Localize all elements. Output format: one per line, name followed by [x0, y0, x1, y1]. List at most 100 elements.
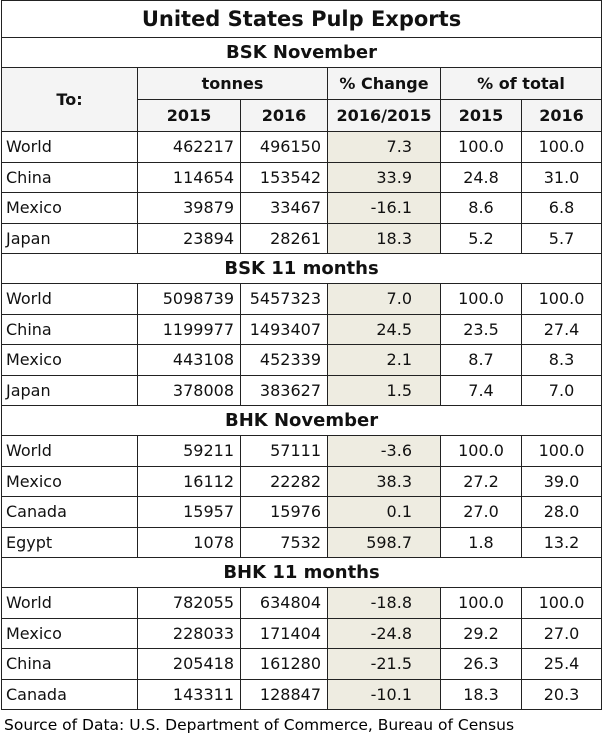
cell: 128847	[240, 678, 328, 710]
cell: 5457323	[240, 283, 328, 315]
row-row: Canada 143311 128847 -10.1 18.3 20.3	[1, 678, 602, 710]
row-row: World 5098739 5457323 7.0 100.0 100.0	[1, 283, 602, 315]
cell: 24.8	[440, 161, 522, 193]
cell: 114654	[137, 161, 241, 193]
cell: 100.0	[520, 131, 602, 163]
country: Japan	[1, 222, 138, 254]
header-year: 2015	[440, 99, 522, 132]
cell: 15976	[240, 496, 328, 528]
row-row: Mexico 443108 452339 2.1 8.7 8.3	[1, 344, 602, 376]
cell: 6.8	[520, 192, 602, 224]
cell: 27.4	[520, 313, 602, 345]
cell: 28.0	[520, 496, 602, 528]
header-pct-change: % Change	[327, 67, 441, 100]
cell: 171404	[240, 617, 328, 649]
cell: 7532	[240, 526, 328, 558]
sect-row: BHK 11 months	[0, 557, 602, 588]
cell: 5.7	[520, 222, 602, 254]
cell: 5.2	[440, 222, 522, 254]
cell: 0.1	[327, 496, 441, 528]
cell: 38.3	[327, 465, 441, 497]
country: Mexico	[1, 192, 138, 224]
cell: 153542	[240, 161, 328, 193]
cell: -10.1	[327, 678, 441, 710]
hdr-row: To: tonnes% Change% of total	[1, 67, 602, 132]
cell: 39879	[137, 192, 241, 224]
cell: 205418	[137, 648, 241, 680]
row-row: World 59211 57111 -3.6 100.0 100.0	[1, 435, 602, 467]
cell: -21.5	[327, 648, 441, 680]
cell: 8.6	[440, 192, 522, 224]
row-row: Japan 378008 383627 1.5 7.4 7.0	[1, 374, 602, 406]
header-year: 2015	[137, 99, 241, 132]
row-row: Mexico 39879 33467 -16.1 8.6 6.8	[1, 192, 602, 224]
cell: 100.0	[440, 283, 522, 315]
header-to: To:	[1, 67, 138, 132]
cell: 22282	[240, 465, 328, 497]
country: Mexico	[1, 465, 138, 497]
cell: 18.3	[327, 222, 441, 254]
cell: 7.0	[327, 283, 441, 315]
cell: 13.2	[520, 526, 602, 558]
cell: 5098739	[137, 283, 241, 315]
cell: -18.8	[327, 587, 441, 619]
section-title: BSK 11 months	[0, 253, 602, 284]
header-year: 2016/2015	[327, 99, 441, 132]
cell: 383627	[240, 374, 328, 406]
cell: 23894	[137, 222, 241, 254]
cell: 28261	[240, 222, 328, 254]
cell: 23.5	[440, 313, 522, 345]
cell: 8.3	[520, 344, 602, 376]
title-row: United States Pulp Exports	[0, 0, 602, 38]
row-row: Canada 15957 15976 0.1 27.0 28.0	[1, 496, 602, 528]
cell: 443108	[137, 344, 241, 376]
cell: 16112	[137, 465, 241, 497]
row-row: China 205418 161280 -21.5 26.3 25.4	[1, 648, 602, 680]
cell: 2.1	[327, 344, 441, 376]
cell: 26.3	[440, 648, 522, 680]
header-pct-total: % of total	[439, 67, 602, 100]
cell: 27.0	[440, 496, 522, 528]
cell: 24.5	[327, 313, 441, 345]
cell: 100.0	[440, 131, 522, 163]
row-row: Japan 23894 28261 18.3 5.2 5.7	[1, 222, 602, 254]
cell: 462217	[137, 131, 241, 163]
country: Mexico	[1, 344, 138, 376]
exports-table: United States Pulp Exports BSK November To…	[0, 0, 602, 710]
cell: 59211	[137, 435, 241, 467]
country: Canada	[1, 678, 138, 710]
source-note: Source of Data: U.S. Department of Comme…	[4, 716, 515, 734]
cell: 57111	[240, 435, 328, 467]
header-year: 2016	[520, 99, 602, 132]
cell: -3.6	[327, 435, 441, 467]
cell: 8.7	[440, 344, 522, 376]
cell: 634804	[240, 587, 328, 619]
cell: -16.1	[327, 192, 441, 224]
section-title: BHK November	[0, 405, 602, 436]
cell: 27.2	[440, 465, 522, 497]
header-tonnes: tonnes	[137, 67, 328, 100]
row-row: China 1199977 1493407 24.5 23.5 27.4	[1, 313, 602, 345]
row-row: World 782055 634804 -18.8 100.0 100.0	[1, 587, 602, 619]
cell: 378008	[137, 374, 241, 406]
row-row: World 462217 496150 7.3 100.0 100.0	[1, 131, 602, 163]
cell: 39.0	[520, 465, 602, 497]
country: World	[1, 587, 138, 619]
cell: 15957	[137, 496, 241, 528]
cell: 7.0	[520, 374, 602, 406]
cell: 7.3	[327, 131, 441, 163]
country: China	[1, 313, 138, 345]
sect-row: BHK November	[0, 405, 602, 436]
cell: 100.0	[520, 435, 602, 467]
country: China	[1, 648, 138, 680]
cell: -24.8	[327, 617, 441, 649]
cell: 100.0	[520, 587, 602, 619]
section-title: BSK November	[0, 37, 602, 68]
country: Mexico	[1, 617, 138, 649]
cell: 228033	[137, 617, 241, 649]
cell: 161280	[240, 648, 328, 680]
country: World	[1, 435, 138, 467]
cell: 18.3	[440, 678, 522, 710]
country: Canada	[1, 496, 138, 528]
row-row: Mexico 16112 22282 38.3 27.2 39.0	[1, 465, 602, 497]
